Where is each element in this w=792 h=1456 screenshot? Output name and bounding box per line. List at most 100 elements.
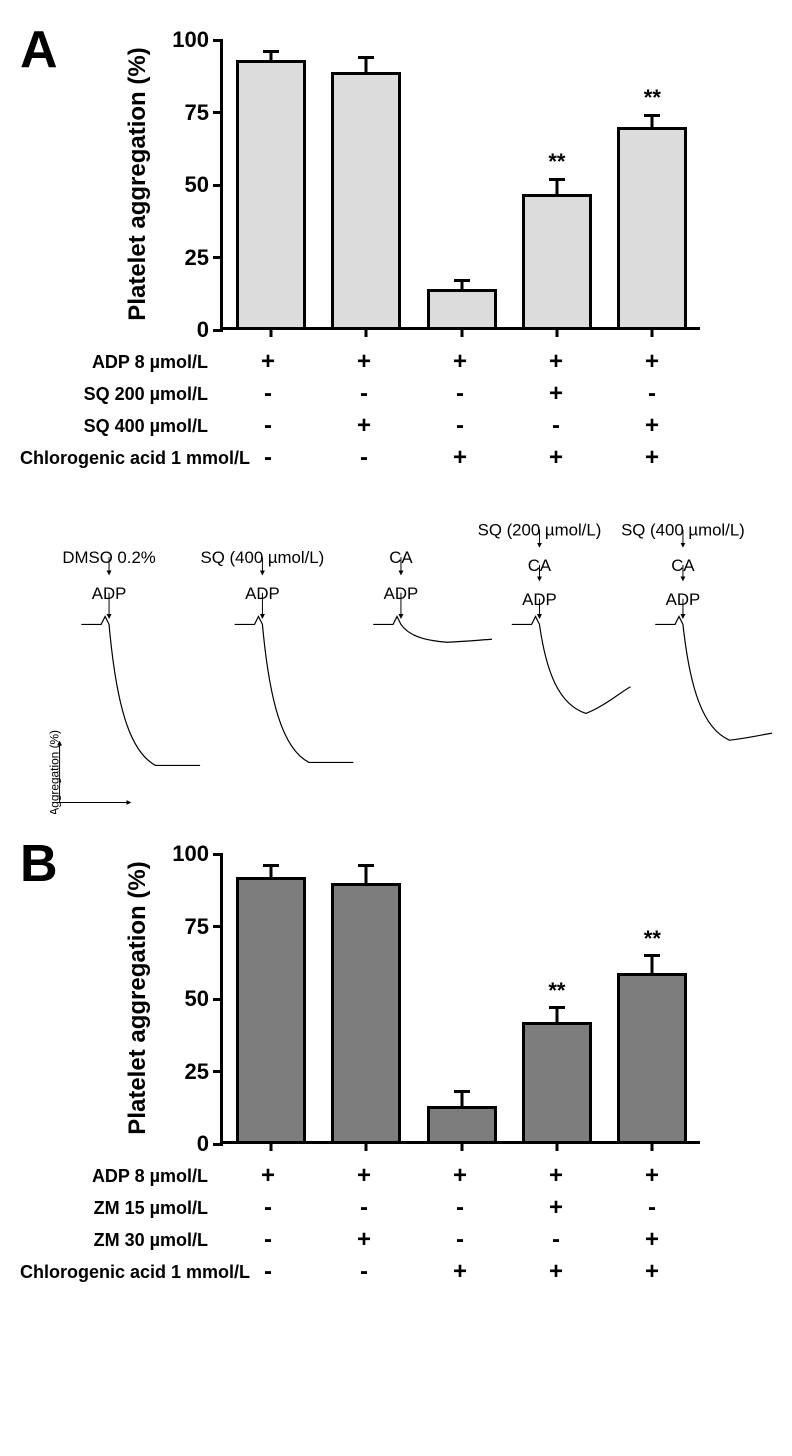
error-bar	[269, 866, 272, 881]
condition-cell: +	[604, 1162, 700, 1190]
condition-row: ADP 8 µmol/L+++++	[20, 1160, 772, 1192]
condition-cell: -	[604, 380, 700, 408]
bar	[236, 60, 306, 327]
significance-marker: **	[644, 85, 661, 111]
condition-row: ZM 15 µmol/L---+-	[20, 1192, 772, 1224]
aggregation-trace	[512, 617, 631, 714]
bar: **	[617, 127, 687, 327]
condition-cell: -	[412, 1194, 508, 1222]
condition-cell: +	[316, 1226, 412, 1254]
figure: A Platelet aggregation (%)0255075100****…	[0, 0, 792, 1308]
panel-b-letter: B	[20, 824, 100, 894]
condition-label: Chlorogenic acid 1 mmol/L	[20, 448, 220, 469]
error-bar	[460, 1092, 463, 1109]
y-tick	[213, 998, 223, 1001]
condition-cell: +	[604, 1258, 700, 1286]
bar-slot	[414, 854, 509, 1141]
significance-marker: **	[548, 149, 565, 175]
condition-row: Chlorogenic acid 1 mmol/L--+++	[20, 442, 772, 474]
condition-cell: +	[508, 348, 604, 376]
condition-row: SQ 400 µmol/L-+--+	[20, 410, 772, 442]
condition-label: Chlorogenic acid 1 mmol/L	[20, 1262, 220, 1283]
x-tick	[651, 327, 654, 337]
error-bar	[651, 115, 654, 130]
bar: **	[617, 973, 687, 1141]
y-tick-label: 75	[185, 100, 209, 126]
x-tick	[460, 1141, 463, 1151]
y-tick-label: 100	[172, 27, 209, 53]
condition-cell: -	[412, 380, 508, 408]
y-axis-label: Platelet aggregation (%)	[124, 47, 152, 320]
error-bar	[555, 1008, 558, 1025]
x-tick	[460, 327, 463, 337]
x-tick	[269, 327, 272, 337]
error-cap	[549, 1006, 565, 1009]
bar	[427, 289, 497, 327]
error-cap	[358, 56, 374, 59]
y-axis-label: Platelet aggregation (%)	[124, 861, 152, 1134]
condition-cell: +	[220, 348, 316, 376]
condition-cell: +	[508, 1258, 604, 1286]
aggregation-trace	[373, 617, 492, 643]
condition-cell: +	[604, 1226, 700, 1254]
y-tick-label: 0	[197, 317, 209, 343]
condition-label: ZM 15 µmol/L	[20, 1198, 220, 1219]
bar: **	[522, 1022, 592, 1141]
error-bar	[460, 281, 463, 293]
error-cap	[263, 864, 279, 867]
bar-slot: **	[605, 40, 700, 327]
condition-cells: -+--+	[220, 412, 700, 440]
y-tick-label: 25	[185, 1059, 209, 1085]
significance-marker: **	[548, 978, 565, 1004]
panel-b-bar-chart: Platelet aggregation (%)0255075100****	[220, 854, 772, 1144]
panel-a-bar-chart: Platelet aggregation (%)0255075100****	[220, 40, 772, 330]
condition-cells: --+++	[220, 1258, 700, 1286]
condition-label: ZM 30 µmol/L	[20, 1230, 220, 1251]
y-tick	[213, 111, 223, 114]
condition-cell: +	[412, 444, 508, 472]
panel-a: A Platelet aggregation (%)0255075100****…	[20, 10, 772, 814]
condition-cells: -+--+	[220, 1226, 700, 1254]
bar-slot: **	[509, 854, 604, 1141]
bar: **	[522, 194, 592, 327]
panel-b-conditions: ADP 8 µmol/L+++++ZM 15 µmol/L---+-ZM 30 …	[20, 1160, 772, 1288]
bar-slot	[223, 40, 318, 327]
condition-cell: +	[316, 348, 412, 376]
plot-area: Platelet aggregation (%)0255075100****	[220, 854, 700, 1144]
condition-cell: +	[508, 444, 604, 472]
y-tick	[213, 39, 223, 42]
trace-svg: DMSO 0.2%ADPSQ (400 µmol/L)ADPCAADPSQ (2…	[20, 514, 772, 814]
x-tick	[651, 1141, 654, 1151]
bars: ****	[223, 40, 700, 327]
x-tick	[269, 1141, 272, 1151]
aggregation-trace	[81, 617, 200, 766]
condition-cell: -	[316, 1258, 412, 1286]
condition-cell: -	[220, 444, 316, 472]
error-bar	[269, 52, 272, 64]
condition-cell: -	[412, 412, 508, 440]
condition-cell: -	[220, 1194, 316, 1222]
condition-cell: +	[508, 380, 604, 408]
condition-row: ADP 8 µmol/L+++++	[20, 346, 772, 378]
condition-cells: +++++	[220, 1162, 700, 1190]
bar	[331, 883, 401, 1141]
condition-cell: -	[412, 1226, 508, 1254]
condition-cell: +	[412, 1258, 508, 1286]
panel-a-traces: DMSO 0.2%ADPSQ (400 µmol/L)ADPCAADPSQ (2…	[20, 514, 772, 814]
condition-row: SQ 200 µmol/L---+-	[20, 378, 772, 410]
condition-cell: +	[220, 1162, 316, 1190]
y-tick	[213, 184, 223, 187]
x-tick	[555, 327, 558, 337]
error-cap	[454, 279, 470, 282]
error-bar	[365, 866, 368, 886]
trace-label: Aggregation (%)	[47, 730, 61, 814]
condition-label: ADP 8 µmol/L	[20, 1166, 220, 1187]
y-tick	[213, 1143, 223, 1146]
bars: ****	[223, 854, 700, 1141]
condition-cell: +	[508, 1194, 604, 1222]
condition-cell: -	[220, 380, 316, 408]
bar	[236, 877, 306, 1141]
condition-cell: -	[220, 1258, 316, 1286]
condition-cell: -	[316, 1194, 412, 1222]
panel-a-letter: A	[20, 10, 100, 80]
